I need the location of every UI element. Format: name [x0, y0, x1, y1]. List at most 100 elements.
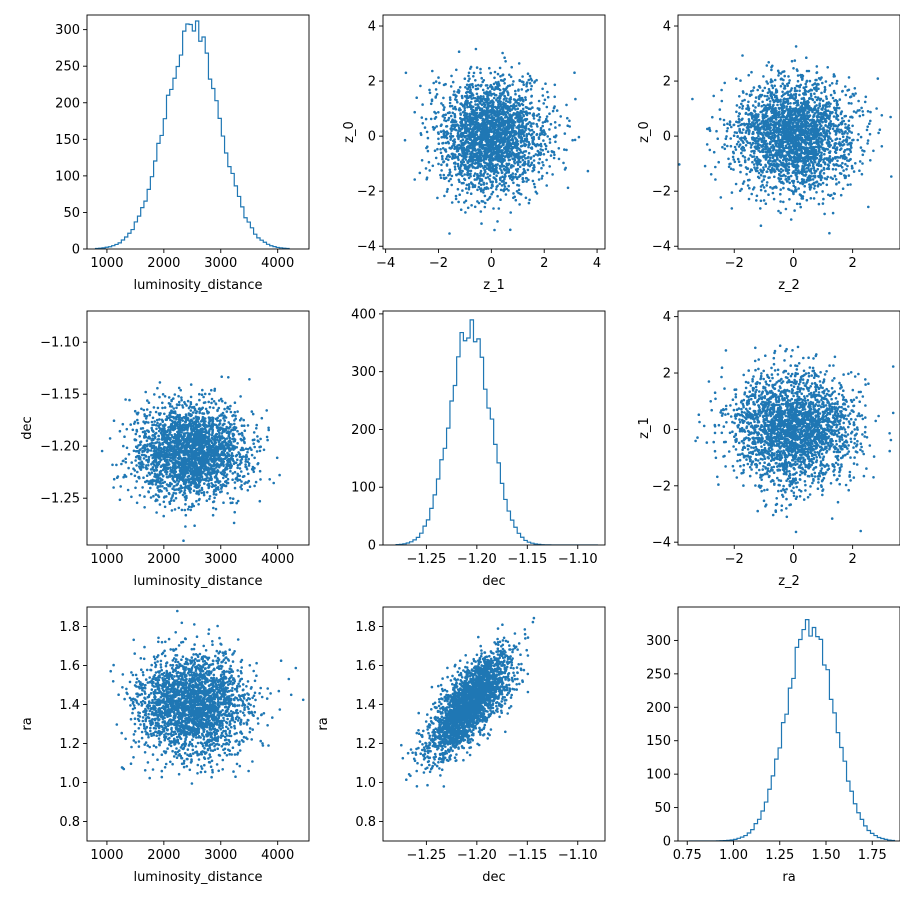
plot-area — [403, 47, 590, 235]
y-tick-label: 0 — [663, 423, 671, 438]
x-tick-label: 2000 — [147, 848, 180, 863]
plot-area — [694, 344, 895, 534]
y-tick-label: 200 — [55, 96, 80, 111]
x-axis-label: dec — [482, 574, 505, 589]
plot-area — [109, 609, 305, 785]
plot-area — [395, 319, 598, 545]
y-axis-label: z_0 — [637, 121, 652, 143]
scatter-points — [678, 45, 893, 235]
axes-frame — [382, 310, 606, 546]
x-tick-label: −1.10 — [558, 848, 598, 863]
panel-r2c0: 1000 2000 3000 4000 0.8 1.0 1.2 1.4 1.6 1.8 lumino… — [20, 606, 310, 885]
y-tick-label: −1.10 — [40, 336, 80, 351]
x-tick-label: 4000 — [261, 256, 294, 271]
x-tick-label: 4 — [593, 256, 601, 271]
x-tick-label: 1.50 — [812, 848, 841, 863]
panel-r2c1: −1.25 −1.20 −1.15 −1.10 0.8 1.0 1.2 1.4 1.6 1.8 de… — [316, 606, 606, 885]
x-tick-label: 0.75 — [673, 848, 702, 863]
x-tick-label: 1000 — [90, 848, 123, 863]
y-tick-label: 250 — [55, 60, 80, 75]
axes-frame — [86, 14, 310, 250]
y-axis-label: dec — [20, 416, 35, 439]
x-tick-label: 1.75 — [858, 848, 887, 863]
y-tick-label: −1.15 — [40, 388, 80, 403]
y-axis-label: ra — [20, 717, 35, 730]
plot-area — [400, 616, 536, 788]
x-tick-label: −1.20 — [457, 848, 497, 863]
y-tick-label: 50 — [654, 801, 671, 816]
x-tick-label: 4000 — [261, 848, 294, 863]
x-tick-label: 0 — [487, 256, 495, 271]
y-tick-label: 1.2 — [59, 737, 80, 752]
x-axis-label: ra — [782, 870, 795, 885]
x-tick-label: 2000 — [147, 552, 180, 567]
x-tick-label: −1.10 — [558, 552, 598, 567]
panel-r0c1: −4 −2 0 2 4 −4 −2 0 2 4 z_1 z_0 — [342, 14, 606, 293]
axes-frame — [677, 606, 900, 842]
y-tick-label: 50 — [63, 206, 80, 221]
y-tick-label: 150 — [55, 133, 80, 148]
axes-frame — [382, 606, 606, 842]
x-tick-label: −4 — [376, 256, 395, 271]
y-tick-label: 0.8 — [355, 815, 376, 830]
y-tick-label: 1.8 — [355, 620, 376, 635]
y-tick-label: −1.25 — [40, 492, 80, 507]
y-tick-label: 0 — [368, 130, 376, 145]
axes-frame — [86, 606, 310, 842]
y-tick-label: 250 — [646, 667, 671, 682]
histogram-step — [94, 20, 290, 249]
histogram-step — [395, 319, 598, 545]
panel-r1c2: −2 0 2 −4 −2 0 2 4 z_2 z_1 — [637, 310, 900, 589]
y-tick-label: −1.20 — [40, 440, 80, 455]
y-tick-label: 4 — [368, 20, 376, 35]
panel-r1c1: −1.25 −1.20 −1.15 −1.10 0 100 200 300 400 dec — [351, 307, 606, 589]
y-tick-label: 2 — [368, 75, 376, 90]
plot-area — [678, 45, 893, 235]
x-axis-label: luminosity_distance — [133, 574, 262, 589]
y-tick-label: 400 — [351, 307, 376, 322]
scatter-points — [400, 616, 536, 788]
x-tick-label: 1.00 — [719, 848, 748, 863]
x-axis-label: luminosity_distance — [133, 870, 262, 885]
x-tick-label: −1.25 — [406, 552, 446, 567]
y-tick-label: 300 — [351, 365, 376, 380]
x-tick-label: −2 — [725, 552, 744, 567]
plot-area — [689, 619, 896, 841]
y-tick-label: −4 — [357, 240, 376, 255]
y-tick-label: −4 — [652, 240, 671, 255]
y-tick-label: 1.4 — [355, 698, 376, 713]
y-tick-label: 0 — [663, 130, 671, 145]
y-tick-label: 1.8 — [59, 620, 80, 635]
y-axis-label: z_1 — [637, 417, 652, 439]
y-tick-label: 100 — [351, 481, 376, 496]
x-tick-label: 0 — [789, 552, 797, 567]
x-tick-label: 1000 — [90, 256, 123, 271]
y-tick-label: −4 — [652, 536, 671, 551]
plot-area — [100, 375, 281, 542]
scatter-points — [100, 375, 281, 542]
y-tick-label: 1.0 — [355, 776, 376, 791]
y-tick-label: 4 — [663, 310, 671, 325]
x-axis-label: z_1 — [483, 278, 505, 293]
x-tick-label: −1.15 — [507, 552, 547, 567]
panel-r0c0: 1000 2000 3000 4000 0 50 100 150 200 250 300 lumino… — [55, 14, 310, 293]
y-tick-label: 300 — [55, 23, 80, 38]
y-tick-label: 0 — [663, 835, 671, 850]
y-tick-label: 0 — [72, 243, 80, 258]
y-tick-label: 200 — [351, 423, 376, 438]
axes-frame — [677, 310, 900, 546]
y-tick-label: 1.6 — [59, 659, 80, 674]
histogram-step — [689, 619, 896, 841]
y-tick-label: −2 — [357, 185, 376, 200]
y-tick-label: 2 — [663, 367, 671, 382]
x-axis-label: z_2 — [778, 574, 800, 589]
axes-frame — [382, 14, 606, 250]
panel-r2c2: 0.75 1.00 1.25 1.50 1.75 0 50 100 150 200 250 300 ra — [646, 606, 900, 885]
y-tick-label: 0.8 — [59, 815, 80, 830]
y-axis-label: ra — [316, 717, 331, 730]
y-tick-label: 1.2 — [355, 737, 376, 752]
x-tick-label: −2 — [429, 256, 448, 271]
x-tick-label: −1.20 — [457, 552, 497, 567]
x-axis-label: luminosity_distance — [133, 278, 262, 293]
